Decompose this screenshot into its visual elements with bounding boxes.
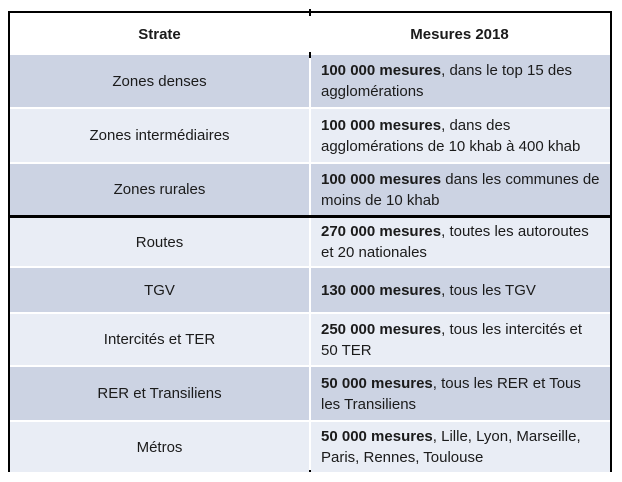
mesures-count: 270 000 mesures [321,223,442,240]
mesures-cell: 100 000 mesures, dans des agglomérations… [311,109,610,162]
table-header-row: Strate Mesures 2018 [10,13,610,55]
mesures-count: 50 000 mesures [321,374,433,392]
column-divider-tick-header-bottom [309,52,311,58]
strate-cell: Zones denses [10,55,309,107]
mesures-text: 130 000 mesures, tous les TGV [321,280,536,301]
mesures-text: 250 000 mesures, tous les intercités et … [321,319,602,361]
strate-cell: Routes [10,218,309,266]
mesures-detail: , tous les TGV [441,281,536,299]
table-row: Zones denses 100 000 mesures, dans le to… [10,55,610,107]
strate-label: RER et Transiliens [97,385,222,402]
strate-label: Métros [136,438,183,456]
table-row: Zones rurales 100 000 mesures dans les c… [10,162,610,215]
strata-measures-table: Strate Mesures 2018 Zones denses 100 000… [8,9,612,472]
strate-label: TGV [144,281,175,299]
header-mesures: Mesures 2018 [410,25,509,43]
mesures-count: 50 000 mesures [321,428,433,445]
mesures-cell: 50 000 mesures, Lille, Lyon, Marseille, … [311,422,610,472]
table-row: Routes 270 000 mesures, toutes les autor… [10,218,610,266]
mesures-detail: , toutes les autoroutes et 20 nationales [321,223,589,261]
strate-cell: Métros [10,422,309,472]
strate-label: Routes [135,233,184,251]
mesures-count: 130 000 mesures [321,281,442,299]
mesures-cell: 130 000 mesures, tous les TGV [311,268,610,312]
mesures-count: 100 000 mesures [321,116,442,134]
strate-cell: TGV [10,268,309,312]
table-row: Intercités et TER 250 000 mesures, tous … [10,312,610,365]
mesures-text: 270 000 mesures, toutes les autoroutes e… [321,221,602,263]
mesures-text: 100 000 mesures, dans des agglomérations… [321,115,602,157]
strate-cell: Zones intermédiaires [10,109,309,162]
mesures-detail: , tous les RER et Tous les Transiliens [321,374,581,413]
mesures-text: 50 000 mesures, tous les RER et Tous les… [321,373,602,415]
mesures-detail: , dans le top 15 des agglomérations [321,62,573,100]
mesures-count: 100 000 mesures [321,170,442,188]
mesures-cell: 250 000 mesures, tous les intercités et … [311,314,610,365]
strate-label: Zones intermédiaires [89,127,230,144]
mesures-count: 250 000 mesures [321,320,442,338]
strate-cell: Intercités et TER [10,314,309,365]
section-divider-line [10,215,610,218]
mesures-cell: 100 000 mesures dans les communes de moi… [311,164,610,215]
mesures-detail: dans les communes de moins de 10 khab [321,170,600,209]
mesures-text: 50 000 mesures, Lille, Lyon, Marseille, … [321,426,602,468]
strate-label: Zones denses [112,72,207,90]
strate-cell: RER et Transiliens [10,367,309,420]
mesures-detail: , tous les intercités et 50 TER [321,320,583,359]
mesures-cell: 50 000 mesures, tous les RER et Tous les… [311,367,610,420]
strate-label: Intercités et TER [103,331,216,348]
header-strate: Strate [138,25,181,43]
mesures-detail: , Lille, Lyon, Marseille, Paris, Rennes,… [321,428,581,466]
table-row: Zones intermédiaires 100 000 mesures, da… [10,107,610,162]
mesures-cell: 270 000 mesures, toutes les autoroutes e… [311,218,610,266]
table-row: TGV 130 000 mesures, tous les TGV [10,266,610,312]
table-row: RER et Transiliens 50 000 mesures, tous … [10,365,610,420]
column-divider-tick-top [309,9,311,16]
strate-label: Zones rurales [113,181,206,198]
mesures-text: 100 000 mesures dans les communes de moi… [321,169,602,211]
mesures-cell: 100 000 mesures, dans le top 15 des aggl… [311,55,610,107]
mesures-text: 100 000 mesures, dans le top 15 des aggl… [321,60,602,102]
table-row: Métros 50 000 mesures, Lille, Lyon, Mars… [10,420,610,472]
mesures-count: 100 000 mesures [321,62,442,79]
mesures-detail: , dans des agglomérations de 10 khab à 4… [321,116,581,155]
strate-cell: Zones rurales [10,164,309,215]
